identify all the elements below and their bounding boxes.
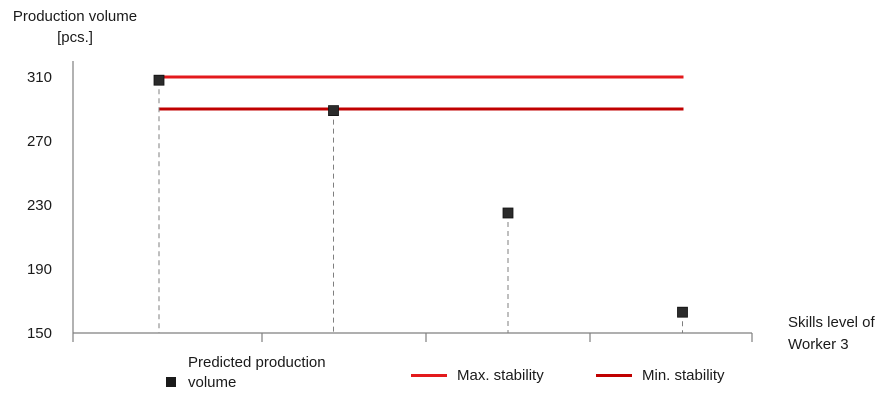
chart-plot-area: 150 190 230 270 310 1 2 3 4	[27, 61, 753, 350]
legend: Predicted production volume Max. stabili…	[0, 353, 890, 413]
legend-line-min-stability	[596, 374, 632, 377]
legend-line-max-stability	[411, 374, 447, 377]
x-tick-label-2: 2	[329, 348, 337, 350]
legend-label-predicted: Predicted production volume	[188, 354, 326, 391]
y-tick-label-190: 190	[27, 261, 52, 278]
legend-item-max-stability: Max. stability	[411, 367, 544, 384]
legend-marker-predicted	[166, 377, 176, 387]
y-axis-title: Production volume [pcs.]	[12, 8, 138, 46]
data-point-4	[677, 306, 688, 318]
data-point-1	[153, 74, 165, 86]
legend-label-max-stability: Max. stability	[457, 367, 544, 384]
y-tick-label-150: 150	[27, 325, 52, 342]
x-tick-label-1: 1	[155, 348, 163, 350]
data-point-2	[328, 105, 339, 116]
y-tick-label-310: 310	[27, 69, 52, 86]
x-tick-label-3: 3	[504, 348, 512, 350]
y-tick-label-270: 270	[27, 133, 52, 150]
y-tick-label-230: 230	[27, 197, 52, 214]
data-point-3	[502, 207, 514, 219]
legend-item-predicted: Predicted production volume	[166, 353, 368, 393]
x-tick-label-4: 4	[678, 348, 686, 350]
legend-label-min-stability: Min. stability	[642, 367, 725, 384]
legend-item-min-stability: Min. stability	[596, 367, 725, 384]
x-axis-title: Skills level of Worker 3	[788, 314, 875, 353]
